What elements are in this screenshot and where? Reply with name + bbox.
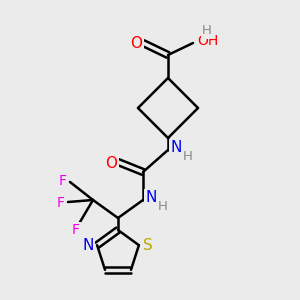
Text: H: H [158, 200, 168, 214]
Text: H: H [202, 25, 212, 38]
Text: N: N [82, 238, 94, 253]
Text: N: N [170, 140, 182, 155]
Text: O: O [105, 155, 117, 170]
Text: F: F [57, 196, 65, 210]
Text: F: F [72, 223, 80, 237]
Text: OH: OH [197, 34, 218, 48]
Text: F: F [59, 174, 67, 188]
Text: S: S [143, 238, 153, 253]
Text: O: O [130, 37, 142, 52]
Text: N: N [145, 190, 157, 206]
Text: H: H [183, 149, 193, 163]
